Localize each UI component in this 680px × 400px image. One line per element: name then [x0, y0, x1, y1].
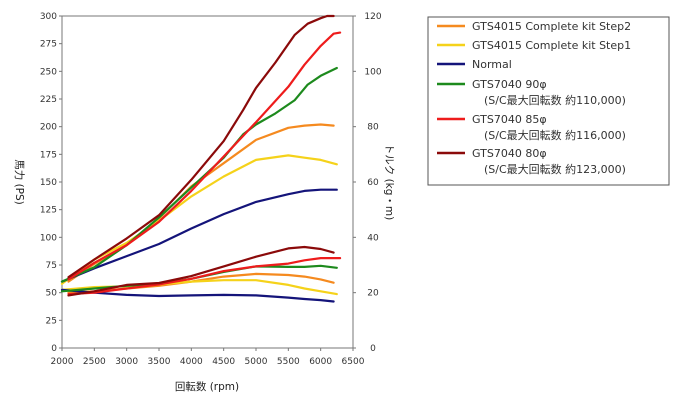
left-tick-label: 225: [40, 95, 57, 105]
legend-label-gts7040-80: GTS7040 80φ: [472, 147, 547, 160]
x-tick-label: 4000: [180, 357, 203, 367]
right-tick-label: 20: [367, 289, 379, 299]
legend: GTS4015 Complete kit Step2 GTS4015 Comple…: [427, 16, 670, 186]
right-tick-label: 80: [367, 123, 379, 133]
left-tick-label: 175: [40, 150, 57, 160]
x-tick-label: 2500: [83, 357, 106, 367]
right-axis-title: トルク (kg・m): [383, 144, 395, 221]
series-line-gts7040-85-torque: [67, 257, 342, 296]
x-axis-ticks: 2000 2500 3000 3500 4000 4500 5000 5500 6000 6500: [51, 348, 365, 367]
left-tick-label: 75: [46, 261, 57, 271]
legend-label-normal: Normal: [472, 58, 512, 71]
series-layer: [60, 14, 342, 303]
right-tick-label: 0: [370, 344, 376, 354]
right-tick-label: 60: [367, 178, 379, 188]
series-line-normal-power: [60, 188, 338, 283]
x-tick-label: 3000: [115, 357, 138, 367]
series-line-gts7040-90-power: [60, 66, 338, 283]
left-tick-label: 100: [40, 233, 57, 243]
legend-label-gts4015-complete-kit-step1: GTS4015 Complete kit Step1: [472, 39, 631, 52]
left-tick-label: 200: [40, 123, 57, 133]
left-axis-title: 馬力 (PS): [13, 159, 26, 205]
x-tick-label: 2000: [51, 357, 74, 367]
right-tick-label: 40: [367, 233, 379, 243]
x-axis-title: 回転数 (rpm): [175, 380, 239, 393]
x-tick-label: 4500: [212, 357, 235, 367]
left-tick-label: 125: [40, 206, 57, 216]
series-line-gts4015-complete-kit-step1-power: [60, 154, 338, 285]
legend-sublabel-gts7040-90: (S/C最大回転数 約110,000): [484, 93, 626, 107]
plot-frame: [61, 15, 354, 349]
legend-label-gts4015-complete-kit-step2: GTS4015 Complete kit Step2: [472, 20, 631, 33]
legend-label-gts7040-90: GTS7040 90φ: [472, 78, 547, 91]
legend-label-gts7040-85: GTS7040 85φ: [472, 113, 547, 126]
series-line-gts7040-80-torque: [67, 245, 335, 297]
series-line-gts7040-80-power: [67, 14, 335, 279]
x-tick-label: 6500: [342, 357, 365, 367]
series-line-normal-torque: [60, 288, 335, 303]
legend-box: [427, 16, 670, 186]
right-axis-ticks: 0 20 40 60 80 100 120: [353, 12, 382, 354]
legend-sublabel-gts7040-85: (S/C最大回転数 約116,000): [484, 128, 626, 142]
x-tick-label: 5500: [277, 357, 300, 367]
left-tick-label: 50: [46, 289, 58, 299]
left-axis-ticks: 0 25 50 75 100 125 150 175 200 225 250 275 300: [40, 12, 62, 354]
plot-border: [61, 15, 354, 349]
left-tick-label: 275: [40, 40, 57, 50]
left-tick-label: 25: [46, 316, 57, 326]
legend-sublabel-gts7040-80: (S/C最大回転数 約123,000): [484, 162, 626, 176]
x-tick-label: 3500: [148, 357, 171, 367]
right-tick-label: 100: [364, 67, 381, 77]
left-tick-label: 150: [40, 178, 57, 188]
left-tick-label: 250: [40, 67, 57, 77]
left-tick-label: 0: [51, 344, 57, 354]
x-tick-label: 6000: [309, 357, 332, 367]
left-tick-label: 300: [40, 12, 57, 22]
right-tick-label: 120: [364, 12, 381, 22]
series-line-gts7040-85-power: [67, 31, 342, 281]
x-tick-label: 5000: [245, 357, 268, 367]
